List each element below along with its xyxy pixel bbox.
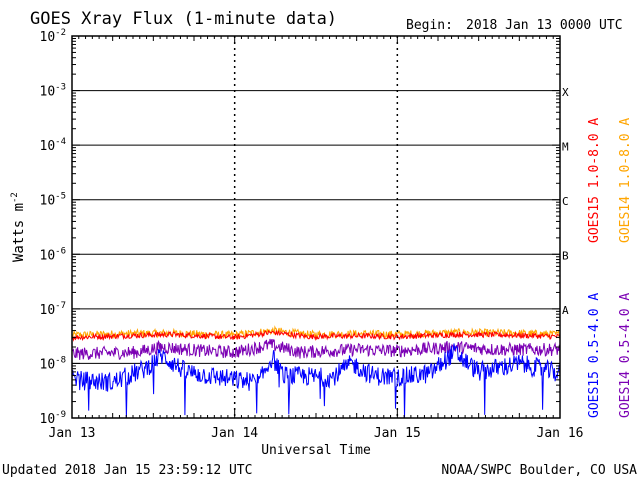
legend-entry: GOES15 1.0-8.0 A xyxy=(587,118,602,243)
y-tick-label: 10-8 xyxy=(40,355,67,372)
y-axis-label: Watts m-2 xyxy=(10,192,27,262)
begin-label: Begin: xyxy=(406,18,453,33)
y-axis-label-text: Watts m xyxy=(11,203,27,262)
y-tick-base: 10 xyxy=(40,194,56,209)
y-tick-exponent: -9 xyxy=(55,410,66,420)
y-tick-label: 10-6 xyxy=(40,246,67,263)
updated-timestamp: Updated 2018 Jan 15 23:59:12 UTC xyxy=(2,463,252,478)
x-tick-label: Jan 14 xyxy=(211,426,258,441)
flare-class-label: C xyxy=(562,195,569,208)
y-tick-exponent: -5 xyxy=(55,192,66,202)
series-layer xyxy=(71,325,561,419)
legend-entry: GOES14 1.0-8.0 A xyxy=(618,118,633,243)
y-tick-label: 10-2 xyxy=(40,28,67,45)
y-tick-exponent: -2 xyxy=(55,28,66,38)
y-tick-exponent: -6 xyxy=(55,246,66,256)
series-line xyxy=(71,329,561,342)
y-tick-base: 10 xyxy=(40,412,56,427)
y-tick-exponent: -8 xyxy=(55,355,66,365)
y-tick-label: 10-4 xyxy=(40,137,67,154)
y-tick-base: 10 xyxy=(40,303,56,318)
flare-class-label: B xyxy=(562,250,569,263)
y-tick-label: 10-9 xyxy=(40,410,67,427)
y-tick-exponent: -4 xyxy=(55,137,66,147)
y-tick-label: 10-7 xyxy=(40,301,67,318)
y-tick-label: 10-5 xyxy=(40,192,67,209)
x-axis-label: Universal Time xyxy=(261,443,371,458)
x-tick-label: Jan 13 xyxy=(49,426,96,441)
chart-title: GOES Xray Flux (1-minute data) xyxy=(30,9,337,29)
credit-text: NOAA/SWPC Boulder, CO USA xyxy=(441,463,637,478)
begin-value: 2018 Jan 13 0000 UTC xyxy=(466,18,623,33)
y-axis-label-exponent: -2 xyxy=(10,192,20,203)
frame-layer xyxy=(71,35,561,419)
y-tick-label: 10-3 xyxy=(40,83,67,100)
series-line xyxy=(71,343,561,419)
flare-class-label: M xyxy=(562,140,569,153)
flare-class-label: X xyxy=(562,86,569,99)
y-tick-base: 10 xyxy=(40,85,56,100)
series-line xyxy=(71,338,561,360)
x-tick-label: Jan 15 xyxy=(374,426,421,441)
legend-entry: GOES14 0.5-4.0 A xyxy=(618,293,633,418)
y-tick-base: 10 xyxy=(40,248,56,263)
x-tick-label: Jan 16 xyxy=(537,426,584,441)
y-tick-base: 10 xyxy=(40,30,56,45)
grid-layer xyxy=(72,36,560,418)
y-tick-exponent: -3 xyxy=(55,83,66,93)
y-tick-exponent: -7 xyxy=(55,301,66,311)
y-tick-base: 10 xyxy=(40,139,56,154)
legend-entry: GOES15 0.5-4.0 A xyxy=(587,293,602,418)
y-tick-base: 10 xyxy=(40,357,56,372)
flare-class-label: A xyxy=(562,304,569,317)
